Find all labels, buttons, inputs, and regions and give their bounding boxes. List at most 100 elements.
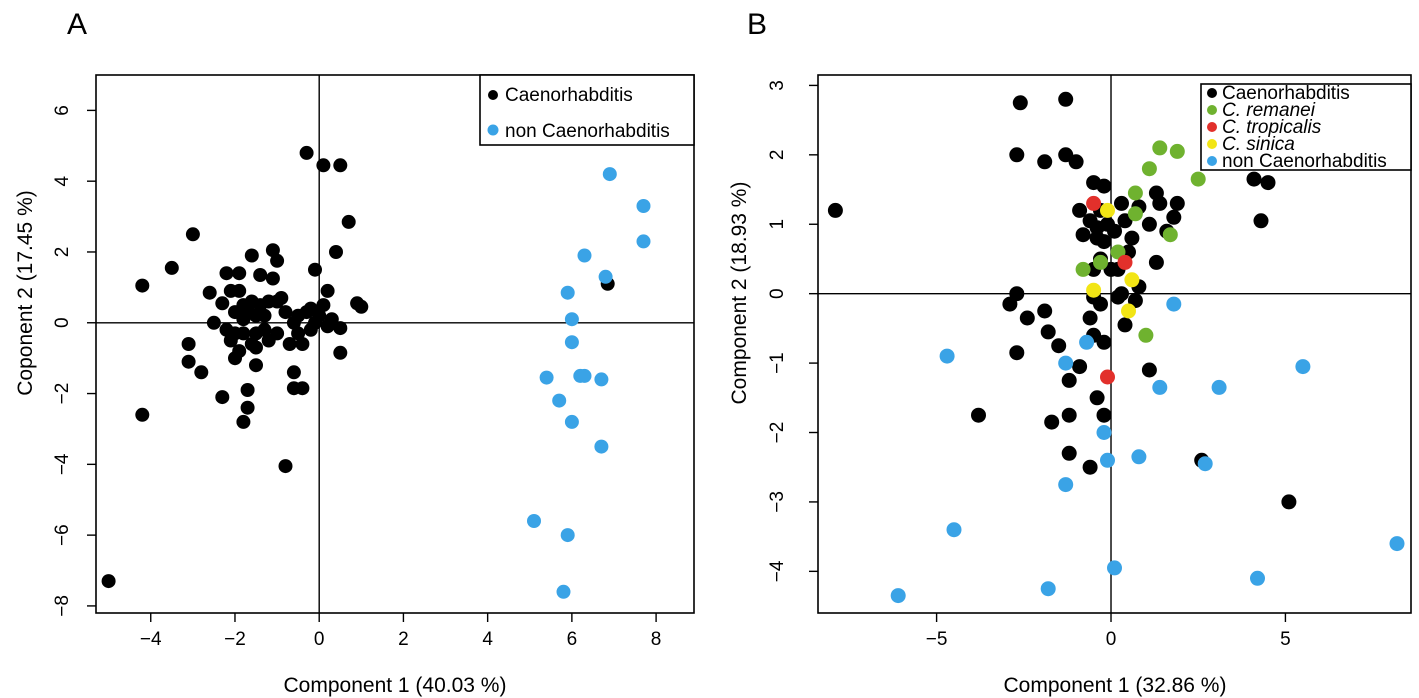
panel-a-point-caenorhabditis — [244, 248, 259, 263]
panel-b-point-c-remanei — [1162, 227, 1178, 243]
panel-a-y-tick-label: −8 — [52, 595, 73, 617]
panel-a-point-caenorhabditis — [316, 158, 331, 173]
panel-a-point-non-caenorhabditis — [598, 269, 613, 284]
panel-b-point-non-caenorhabditis — [1040, 581, 1056, 597]
panel-b-point-caenorhabditis — [1082, 459, 1098, 475]
panel-a-point-non-caenorhabditis — [552, 393, 567, 408]
panel-a-point-caenorhabditis — [320, 283, 335, 298]
panel-a-point-caenorhabditis — [329, 245, 343, 259]
panel-b-point-caenorhabditis — [1096, 334, 1112, 350]
panel-a-x-tick-label: −4 — [140, 629, 162, 650]
panel-a-legend-label-non-caenorhabditis: non Caenorhabditis — [505, 121, 670, 142]
panel-b-y-tick-label: −3 — [767, 491, 788, 513]
panel-a-point-caenorhabditis — [333, 345, 348, 360]
panel-b-legend-label-c-tropicalis: C. tropicalis — [1222, 117, 1322, 138]
panel-a-point-caenorhabditis — [354, 299, 369, 314]
panel-a-x-tick-label: −2 — [224, 629, 246, 650]
panel-a-point-caenorhabditis — [286, 315, 301, 330]
panel-a-point-caenorhabditis — [219, 266, 234, 281]
panel-b-point-caenorhabditis — [1114, 286, 1129, 302]
panel-a-points — [101, 145, 651, 599]
panel-b-point-caenorhabditis — [1061, 445, 1077, 461]
panel-b-point-caenorhabditis — [1124, 230, 1140, 246]
panel-a-point-non-caenorhabditis — [564, 414, 579, 429]
panel-b-point-caenorhabditis — [827, 202, 843, 218]
panel-b-point-caenorhabditis — [971, 407, 986, 423]
panel-a-point-caenorhabditis — [295, 337, 310, 351]
panel-b-plot-frame — [817, 74, 1412, 614]
panel-b-point-c-remanei — [1093, 254, 1108, 270]
panel-b-point-caenorhabditis — [1072, 202, 1088, 218]
panel-a-point-caenorhabditis — [202, 285, 217, 300]
panel-b-legend-label-c-remanei: C. remanei — [1222, 100, 1316, 121]
panel-b-point-caenorhabditis — [1117, 317, 1133, 333]
panel-b-point-c-remanei — [1138, 327, 1154, 343]
panel-b-point-non-caenorhabditis — [1107, 560, 1122, 576]
panel-a-point-caenorhabditis — [278, 459, 293, 474]
panel-a-point-non-caenorhabditis — [527, 514, 541, 528]
panel-a-point-non-caenorhabditis — [636, 199, 651, 213]
panel-a-point-non-caenorhabditis — [560, 528, 575, 543]
panel-a-x-tick-label: 6 — [567, 629, 578, 650]
panel-a-point-caenorhabditis — [185, 227, 200, 242]
panel-b-point-caenorhabditis — [1040, 324, 1056, 340]
panel-a-point-non-caenorhabditis — [564, 312, 579, 327]
panel-a: A −4 −2 0 2 4 6 8 −8 −6 −4 −2 0 2 4 6 Caenorhabditis n… — [14, 8, 695, 697]
panel-a-point-caenorhabditis — [232, 266, 247, 281]
panel-a-plot-frame — [95, 74, 695, 614]
panel-b-point-c-remanei — [1152, 140, 1168, 156]
panel-a-x-axis-label: Component 1 (40.03 %) — [284, 674, 507, 697]
panel-b-point-non-caenorhabditis — [1131, 449, 1147, 465]
panel-a-point-non-caenorhabditis — [577, 368, 592, 383]
panel-b-point-caenorhabditis — [1260, 175, 1276, 191]
panel-a-y-tick-label: −4 — [52, 453, 73, 475]
panel-b-point-caenorhabditis — [1051, 338, 1067, 354]
panel-a-point-caenorhabditis — [181, 354, 196, 369]
panel-a-legend-marker-non-caenorhabditis — [487, 124, 499, 136]
panel-b-point-non-caenorhabditis — [1250, 570, 1265, 586]
panel-b-point-c-tropicalis — [1117, 254, 1133, 270]
panel-a-point-non-caenorhabditis — [594, 439, 609, 454]
panel-a-x-tick-label: 4 — [482, 629, 493, 650]
panel-b-point-caenorhabditis — [1012, 95, 1028, 111]
panel-a-y-tick-label: 6 — [52, 105, 73, 116]
panel-b-point-caenorhabditis — [1100, 216, 1115, 232]
panel-b-legend-label-c-sinica: C. sinica — [1222, 134, 1295, 155]
panel-a-legend: Caenorhabditis non Caenorhabditis — [479, 74, 695, 146]
panel-a-point-caenorhabditis — [299, 145, 314, 160]
panel-b-y-axis-label: Component 2 (18.93 %) — [728, 182, 751, 405]
panel-a-point-non-caenorhabditis — [564, 335, 579, 350]
panel-a-y-tick-label: 4 — [52, 175, 73, 186]
panel-b-ticks: −5 0 5 −4 −3 −2 −1 0 1 2 3 — [767, 80, 1291, 650]
panel-b-legend-box — [1200, 83, 1412, 171]
panel-b-point-caenorhabditis — [1096, 407, 1112, 423]
panel-b-point-c-remanei — [1127, 206, 1143, 222]
panel-b-x-tick-label: 5 — [1280, 629, 1291, 650]
panel-b-y-tick-label: 2 — [767, 150, 788, 161]
panel-a-point-caenorhabditis — [253, 268, 268, 282]
panel-a-point-caenorhabditis — [286, 365, 301, 380]
panel-b-point-c-remanei — [1075, 261, 1091, 277]
panel-a-point-caenorhabditis — [308, 262, 322, 277]
panel-b-point-caenorhabditis — [1037, 303, 1053, 319]
panel-b-point-caenorhabditis — [1141, 216, 1157, 232]
panel-b-x-tick-label: −5 — [926, 629, 948, 650]
panel-b-y-tick-label: 1 — [767, 219, 788, 230]
panel-b-point-caenorhabditis — [1089, 230, 1105, 246]
panel-a-point-caenorhabditis — [240, 400, 255, 415]
panel-b-point-c-remanei — [1141, 161, 1157, 177]
panel-b-point-caenorhabditis — [1068, 154, 1084, 170]
panel-b-point-c-tropicalis — [1100, 369, 1115, 385]
panel-b-point-c-remanei — [1169, 143, 1185, 159]
panel-b-point-caenorhabditis — [1246, 171, 1262, 187]
panel-b-point-caenorhabditis — [1169, 195, 1185, 211]
panel-b-point-caenorhabditis — [1044, 414, 1060, 430]
panel-b-point-non-caenorhabditis — [1079, 334, 1095, 350]
panel-a-ticks: −4 −2 0 2 4 6 8 −8 −6 −4 −2 0 2 4 6 — [52, 105, 661, 650]
panel-a-point-non-caenorhabditis — [577, 248, 592, 263]
panel-b-point-caenorhabditis — [1114, 195, 1129, 211]
panel-b-point-non-caenorhabditis — [1295, 359, 1311, 375]
panel-b-point-caenorhabditis — [1009, 345, 1025, 361]
panel-b-point-non-caenorhabditis — [1197, 456, 1213, 472]
